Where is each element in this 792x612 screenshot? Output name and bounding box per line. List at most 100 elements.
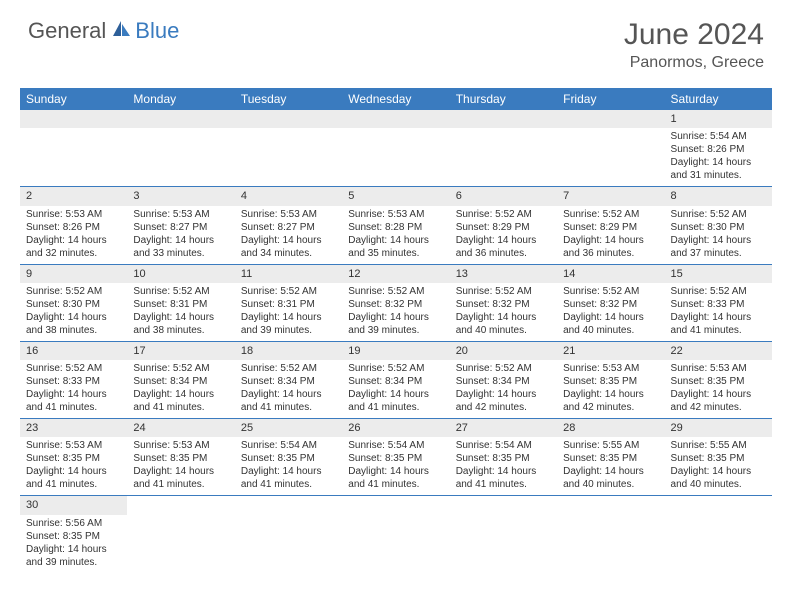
sunset-value: 8:30 PM [63, 299, 100, 310]
daylight-label: Daylight: [133, 312, 172, 323]
day-number-empty [235, 110, 342, 128]
daylight-line: Daylight: 14 hours and 41 minutes. [241, 388, 336, 414]
sunset-line: Sunset: 8:35 PM [26, 530, 121, 543]
daylight-line: Daylight: 14 hours and 38 minutes. [133, 311, 228, 337]
day-number: 18 [235, 342, 342, 360]
day-content: Sunrise: 5:52 AMSunset: 8:32 PMDaylight:… [342, 283, 449, 341]
weekday-header: Monday [127, 88, 234, 110]
sunrise-value: 5:53 AM [65, 209, 102, 220]
sunrise-label: Sunrise: [26, 286, 63, 297]
sunrise-label: Sunrise: [26, 363, 63, 374]
sunset-line: Sunset: 8:26 PM [26, 221, 121, 234]
sunrise-label: Sunrise: [348, 209, 385, 220]
daylight-line: Daylight: 14 hours and 41 minutes. [26, 465, 121, 491]
daylight-line: Daylight: 14 hours and 42 minutes. [563, 388, 658, 414]
sunset-label: Sunset: [671, 222, 705, 233]
daylight-label: Daylight: [456, 466, 495, 477]
sunset-line: Sunset: 8:31 PM [133, 298, 228, 311]
daylight-line: Daylight: 14 hours and 31 minutes. [671, 156, 766, 182]
sunset-line: Sunset: 8:33 PM [671, 298, 766, 311]
sunrise-value: 5:52 AM [280, 286, 317, 297]
day-number: 25 [235, 419, 342, 437]
daylight-line: Daylight: 14 hours and 37 minutes. [671, 234, 766, 260]
daylight-line: Daylight: 14 hours and 38 minutes. [26, 311, 121, 337]
sunrise-line: Sunrise: 5:53 AM [671, 362, 766, 375]
sunset-value: 8:26 PM [63, 222, 100, 233]
sunrise-label: Sunrise: [456, 209, 493, 220]
calendar-day-cell: 15Sunrise: 5:52 AMSunset: 8:33 PMDayligh… [665, 264, 772, 341]
calendar-day-cell: 4Sunrise: 5:53 AMSunset: 8:27 PMDaylight… [235, 187, 342, 264]
sunrise-label: Sunrise: [563, 209, 600, 220]
sunset-line: Sunset: 8:27 PM [133, 221, 228, 234]
calendar-day-cell [235, 110, 342, 187]
sunrise-label: Sunrise: [241, 286, 278, 297]
day-content: Sunrise: 5:53 AMSunset: 8:28 PMDaylight:… [342, 206, 449, 264]
calendar-day-cell: 1Sunrise: 5:54 AMSunset: 8:26 PMDaylight… [665, 110, 772, 187]
daylight-label: Daylight: [241, 235, 280, 246]
sunrise-line: Sunrise: 5:52 AM [456, 208, 551, 221]
sunset-line: Sunset: 8:35 PM [456, 452, 551, 465]
day-content: Sunrise: 5:53 AMSunset: 8:27 PMDaylight:… [235, 206, 342, 264]
daylight-line: Daylight: 14 hours and 41 minutes. [348, 465, 443, 491]
daylight-line: Daylight: 14 hours and 41 minutes. [348, 388, 443, 414]
weekday-header-row: Sunday Monday Tuesday Wednesday Thursday… [20, 88, 772, 110]
sunrise-line: Sunrise: 5:52 AM [26, 362, 121, 375]
sunset-line: Sunset: 8:27 PM [241, 221, 336, 234]
day-number: 8 [665, 187, 772, 205]
day-number: 4 [235, 187, 342, 205]
day-content: Sunrise: 5:54 AMSunset: 8:35 PMDaylight:… [450, 437, 557, 495]
daylight-label: Daylight: [133, 389, 172, 400]
calendar-day-cell [342, 110, 449, 187]
sunset-label: Sunset: [563, 299, 597, 310]
calendar-day-cell: 25Sunrise: 5:54 AMSunset: 8:35 PMDayligh… [235, 419, 342, 496]
sunrise-line: Sunrise: 5:52 AM [348, 362, 443, 375]
calendar-day-cell: 16Sunrise: 5:52 AMSunset: 8:33 PMDayligh… [20, 341, 127, 418]
calendar-day-cell [450, 496, 557, 573]
sunrise-label: Sunrise: [133, 209, 170, 220]
daylight-label: Daylight: [348, 466, 387, 477]
calendar-week-row: 9Sunrise: 5:52 AMSunset: 8:30 PMDaylight… [20, 264, 772, 341]
daylight-line: Daylight: 14 hours and 41 minutes. [241, 465, 336, 491]
daylight-label: Daylight: [348, 389, 387, 400]
location: Panormos, Greece [624, 54, 764, 72]
sunset-label: Sunset: [133, 453, 167, 464]
sunset-line: Sunset: 8:35 PM [563, 375, 658, 388]
sunset-value: 8:33 PM [707, 299, 744, 310]
calendar-day-cell: 18Sunrise: 5:52 AMSunset: 8:34 PMDayligh… [235, 341, 342, 418]
day-number: 2 [20, 187, 127, 205]
sunset-label: Sunset: [26, 531, 60, 542]
daylight-label: Daylight: [133, 235, 172, 246]
day-number: 21 [557, 342, 664, 360]
sunrise-value: 5:52 AM [603, 286, 640, 297]
sunset-line: Sunset: 8:35 PM [671, 375, 766, 388]
daylight-line: Daylight: 14 hours and 39 minutes. [348, 311, 443, 337]
sunrise-line: Sunrise: 5:54 AM [671, 130, 766, 143]
sunrise-value: 5:52 AM [280, 363, 317, 374]
sunset-label: Sunset: [563, 222, 597, 233]
sunrise-value: 5:53 AM [65, 440, 102, 451]
day-content: Sunrise: 5:52 AMSunset: 8:29 PMDaylight:… [450, 206, 557, 264]
daylight-label: Daylight: [348, 235, 387, 246]
sunset-label: Sunset: [26, 376, 60, 387]
calendar-day-cell: 17Sunrise: 5:52 AMSunset: 8:34 PMDayligh… [127, 341, 234, 418]
day-number: 22 [665, 342, 772, 360]
daylight-label: Daylight: [241, 466, 280, 477]
sunrise-value: 5:53 AM [173, 209, 210, 220]
sunset-value: 8:29 PM [600, 222, 637, 233]
sunrise-value: 5:54 AM [495, 440, 532, 451]
daylight-label: Daylight: [26, 389, 65, 400]
sunrise-value: 5:55 AM [710, 440, 747, 451]
calendar-day-cell: 10Sunrise: 5:52 AMSunset: 8:31 PMDayligh… [127, 264, 234, 341]
calendar-day-cell [20, 110, 127, 187]
calendar-day-cell [450, 110, 557, 187]
sunset-label: Sunset: [456, 222, 490, 233]
daylight-label: Daylight: [133, 466, 172, 477]
daylight-line: Daylight: 14 hours and 39 minutes. [26, 543, 121, 569]
sunrise-label: Sunrise: [456, 363, 493, 374]
sunrise-label: Sunrise: [241, 209, 278, 220]
day-number: 12 [342, 265, 449, 283]
title-block: June 2024 Panormos, Greece [624, 18, 764, 72]
sunset-label: Sunset: [133, 222, 167, 233]
sunset-value: 8:35 PM [170, 453, 207, 464]
day-content: Sunrise: 5:53 AMSunset: 8:26 PMDaylight:… [20, 206, 127, 264]
